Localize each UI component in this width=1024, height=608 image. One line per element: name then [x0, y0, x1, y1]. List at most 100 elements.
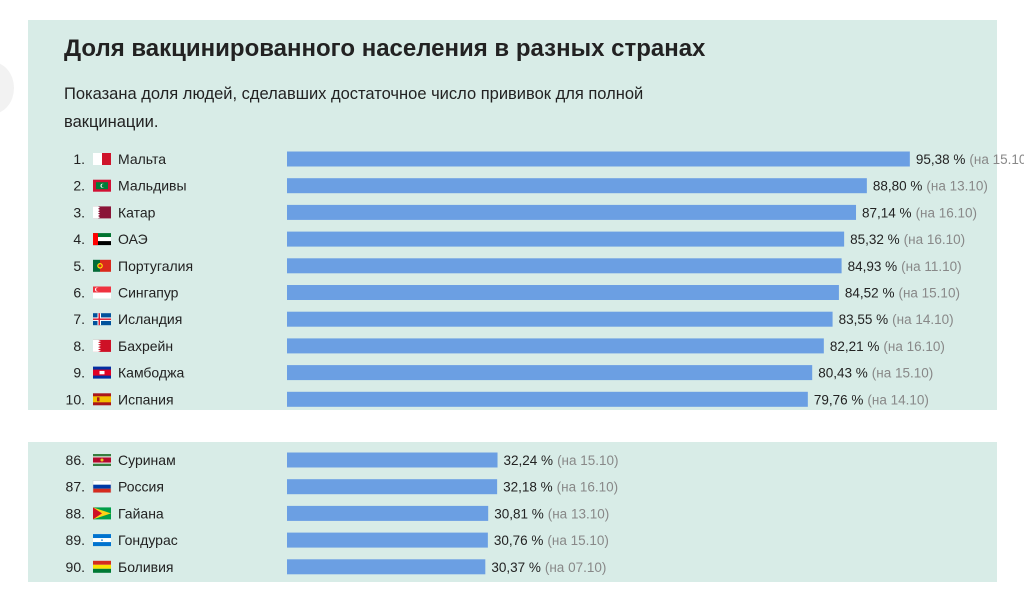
- value-label: 83,55 %: [839, 312, 889, 327]
- date-label: (на 16.10): [916, 205, 978, 220]
- flag-singapore-icon: [93, 286, 111, 299]
- value-label: 85,32 %: [850, 232, 900, 247]
- country-label: Мальдивы: [118, 178, 187, 194]
- value-text: 84,52 % (на 15.10): [845, 286, 960, 301]
- value-label: 30,37 %: [491, 560, 541, 575]
- rank-label: 4.: [73, 231, 85, 247]
- flag-russia-icon: [92, 480, 112, 493]
- value-text: 88,80 % (на 13.10): [873, 179, 988, 194]
- date-label: (на 15.10): [898, 286, 960, 301]
- table-row: 7. Исландия 83,55 % (на 14.10): [73, 311, 953, 327]
- country-label: Камбоджа: [118, 365, 184, 381]
- value-label: 87,14 %: [862, 205, 912, 220]
- value-label: 79,76 %: [814, 392, 864, 407]
- rank-label: 5.: [73, 258, 85, 274]
- bar: [287, 231, 845, 247]
- value-label: 88,80 %: [873, 179, 923, 194]
- bottom-ranking-chart: 86. Суринам 32,24 % (на 15.10) 87. Россия 32,1…: [66, 452, 619, 575]
- bar: [287, 505, 489, 521]
- value-text: 30,37 % (на 07.10): [491, 560, 606, 575]
- value-label: 82,21 %: [830, 339, 880, 354]
- value-text: 84,93 % (на 11.10): [848, 259, 962, 274]
- table-row: 90. Боливия 30,37 % (на 07.10): [66, 559, 607, 575]
- table-row: 6. Сингапур 84,52 % (на 15.10): [73, 285, 960, 301]
- table-row: 10. Испания 79,76 % (на 14.10): [66, 391, 929, 407]
- rank-label: 2.: [73, 178, 85, 194]
- value-text: 32,18 % (на 16.10): [503, 480, 618, 495]
- bar: [287, 452, 498, 468]
- bar: [287, 532, 488, 548]
- rank-label: 10.: [66, 391, 85, 407]
- bar: [287, 338, 824, 354]
- bottom-ranking-panel: 86. Суринам 32,24 % (на 15.10) 87. Россия 32,1…: [28, 442, 997, 582]
- flag-bahrain-icon: [93, 339, 111, 352]
- flag-portugal-icon: [93, 259, 111, 272]
- rank-label: 86.: [66, 452, 85, 468]
- flag-bolivia-icon: [93, 560, 111, 573]
- value-text: 83,55 % (на 14.10): [839, 312, 954, 327]
- rank-label: 89.: [66, 532, 85, 548]
- value-text: 82,21 % (на 16.10): [830, 339, 945, 354]
- table-row: 2. Мальдивы 88,80 % (на 13.10): [73, 178, 988, 194]
- bar: [287, 151, 910, 167]
- rank-label: 1.: [73, 151, 85, 167]
- bar: [287, 311, 833, 327]
- top-ranking-chart: 1. Мальта 95,38 %(на 15.10) 2. Мальдивы 88,80…: [66, 151, 1024, 407]
- country-label: Бахрейн: [118, 338, 173, 354]
- flag-uae-icon: [93, 233, 111, 246]
- date-label: (на 07.10): [545, 560, 607, 575]
- date-label: (на 13.10): [548, 506, 610, 521]
- rank-label: 87.: [66, 479, 85, 495]
- rank-label: 8.: [73, 338, 85, 354]
- date-label: (на 15.10): [557, 453, 619, 468]
- bar: [287, 391, 808, 407]
- rank-label: 6.: [73, 285, 85, 301]
- country-label: Сингапур: [118, 285, 179, 301]
- country-label: Мальта: [118, 151, 166, 167]
- top-ranking-panel: Доля вакцинированного населения в разных…: [28, 20, 1024, 410]
- table-row: 8. Бахрейн 82,21 % (на 16.10): [73, 338, 945, 354]
- country-label: Россия: [118, 479, 164, 495]
- table-row: 4. ОАЭ 85,32 % (на 16.10): [73, 231, 965, 247]
- flag-iceland-icon: [93, 313, 111, 326]
- date-label: (на 15.10): [969, 152, 1024, 167]
- rank-label: 88.: [66, 505, 85, 521]
- value-text: 87,14 % (на 16.10): [862, 205, 977, 220]
- value-label: 84,93 %: [848, 259, 898, 274]
- flag-spain-icon: [93, 393, 111, 406]
- table-row: 87. Россия 32,18 % (на 16.10): [66, 479, 619, 495]
- table-row: 3. Катар 87,14 % (на 16.10): [73, 204, 977, 220]
- country-label: Катар: [118, 204, 156, 220]
- table-row: 88. Гайана 30,81 % (на 13.10): [66, 505, 610, 521]
- date-label: (на 13.10): [926, 179, 988, 194]
- bar: [287, 258, 842, 274]
- value-label: 30,81 %: [494, 506, 544, 521]
- date-label: (на 14.10): [867, 392, 929, 407]
- table-row: 86. Суринам 32,24 % (на 15.10): [66, 452, 619, 468]
- table-row: 5. Португалия 84,93 % (на 11.10): [73, 258, 961, 274]
- value-text: 30,81 % (на 13.10): [494, 506, 609, 521]
- flag-malta-icon: [93, 153, 111, 165]
- rank-label: 90.: [66, 559, 85, 575]
- flag-qatar-icon: [93, 206, 111, 219]
- rank-label: 9.: [73, 365, 85, 381]
- country-label: Боливия: [118, 559, 174, 575]
- date-label: (на 16.10): [557, 480, 619, 495]
- flag-suriname-icon: [93, 454, 111, 466]
- value-label: 80,43 %: [818, 366, 868, 381]
- flag-honduras-icon: [93, 534, 111, 547]
- chart-subtitle: Показана доля людей, сделавших достаточн…: [64, 85, 644, 131]
- flag-cambodia-icon: [93, 366, 111, 379]
- bar: [287, 559, 486, 575]
- value-text: 85,32 % (на 16.10): [850, 232, 965, 247]
- date-label: (на 14.10): [892, 312, 954, 327]
- value-text: 95,38 %(на 15.10): [916, 152, 1024, 167]
- country-label: ОАЭ: [118, 231, 148, 247]
- country-label: Гондурас: [118, 532, 178, 548]
- value-text: 79,76 % (на 14.10): [814, 392, 929, 407]
- value-text: 32,24 % (на 15.10): [504, 453, 619, 468]
- value-label: 84,52 %: [845, 286, 895, 301]
- edge-decoration: [0, 62, 14, 114]
- date-label: (на 16.10): [904, 232, 966, 247]
- flag-guyana-icon: [93, 507, 111, 520]
